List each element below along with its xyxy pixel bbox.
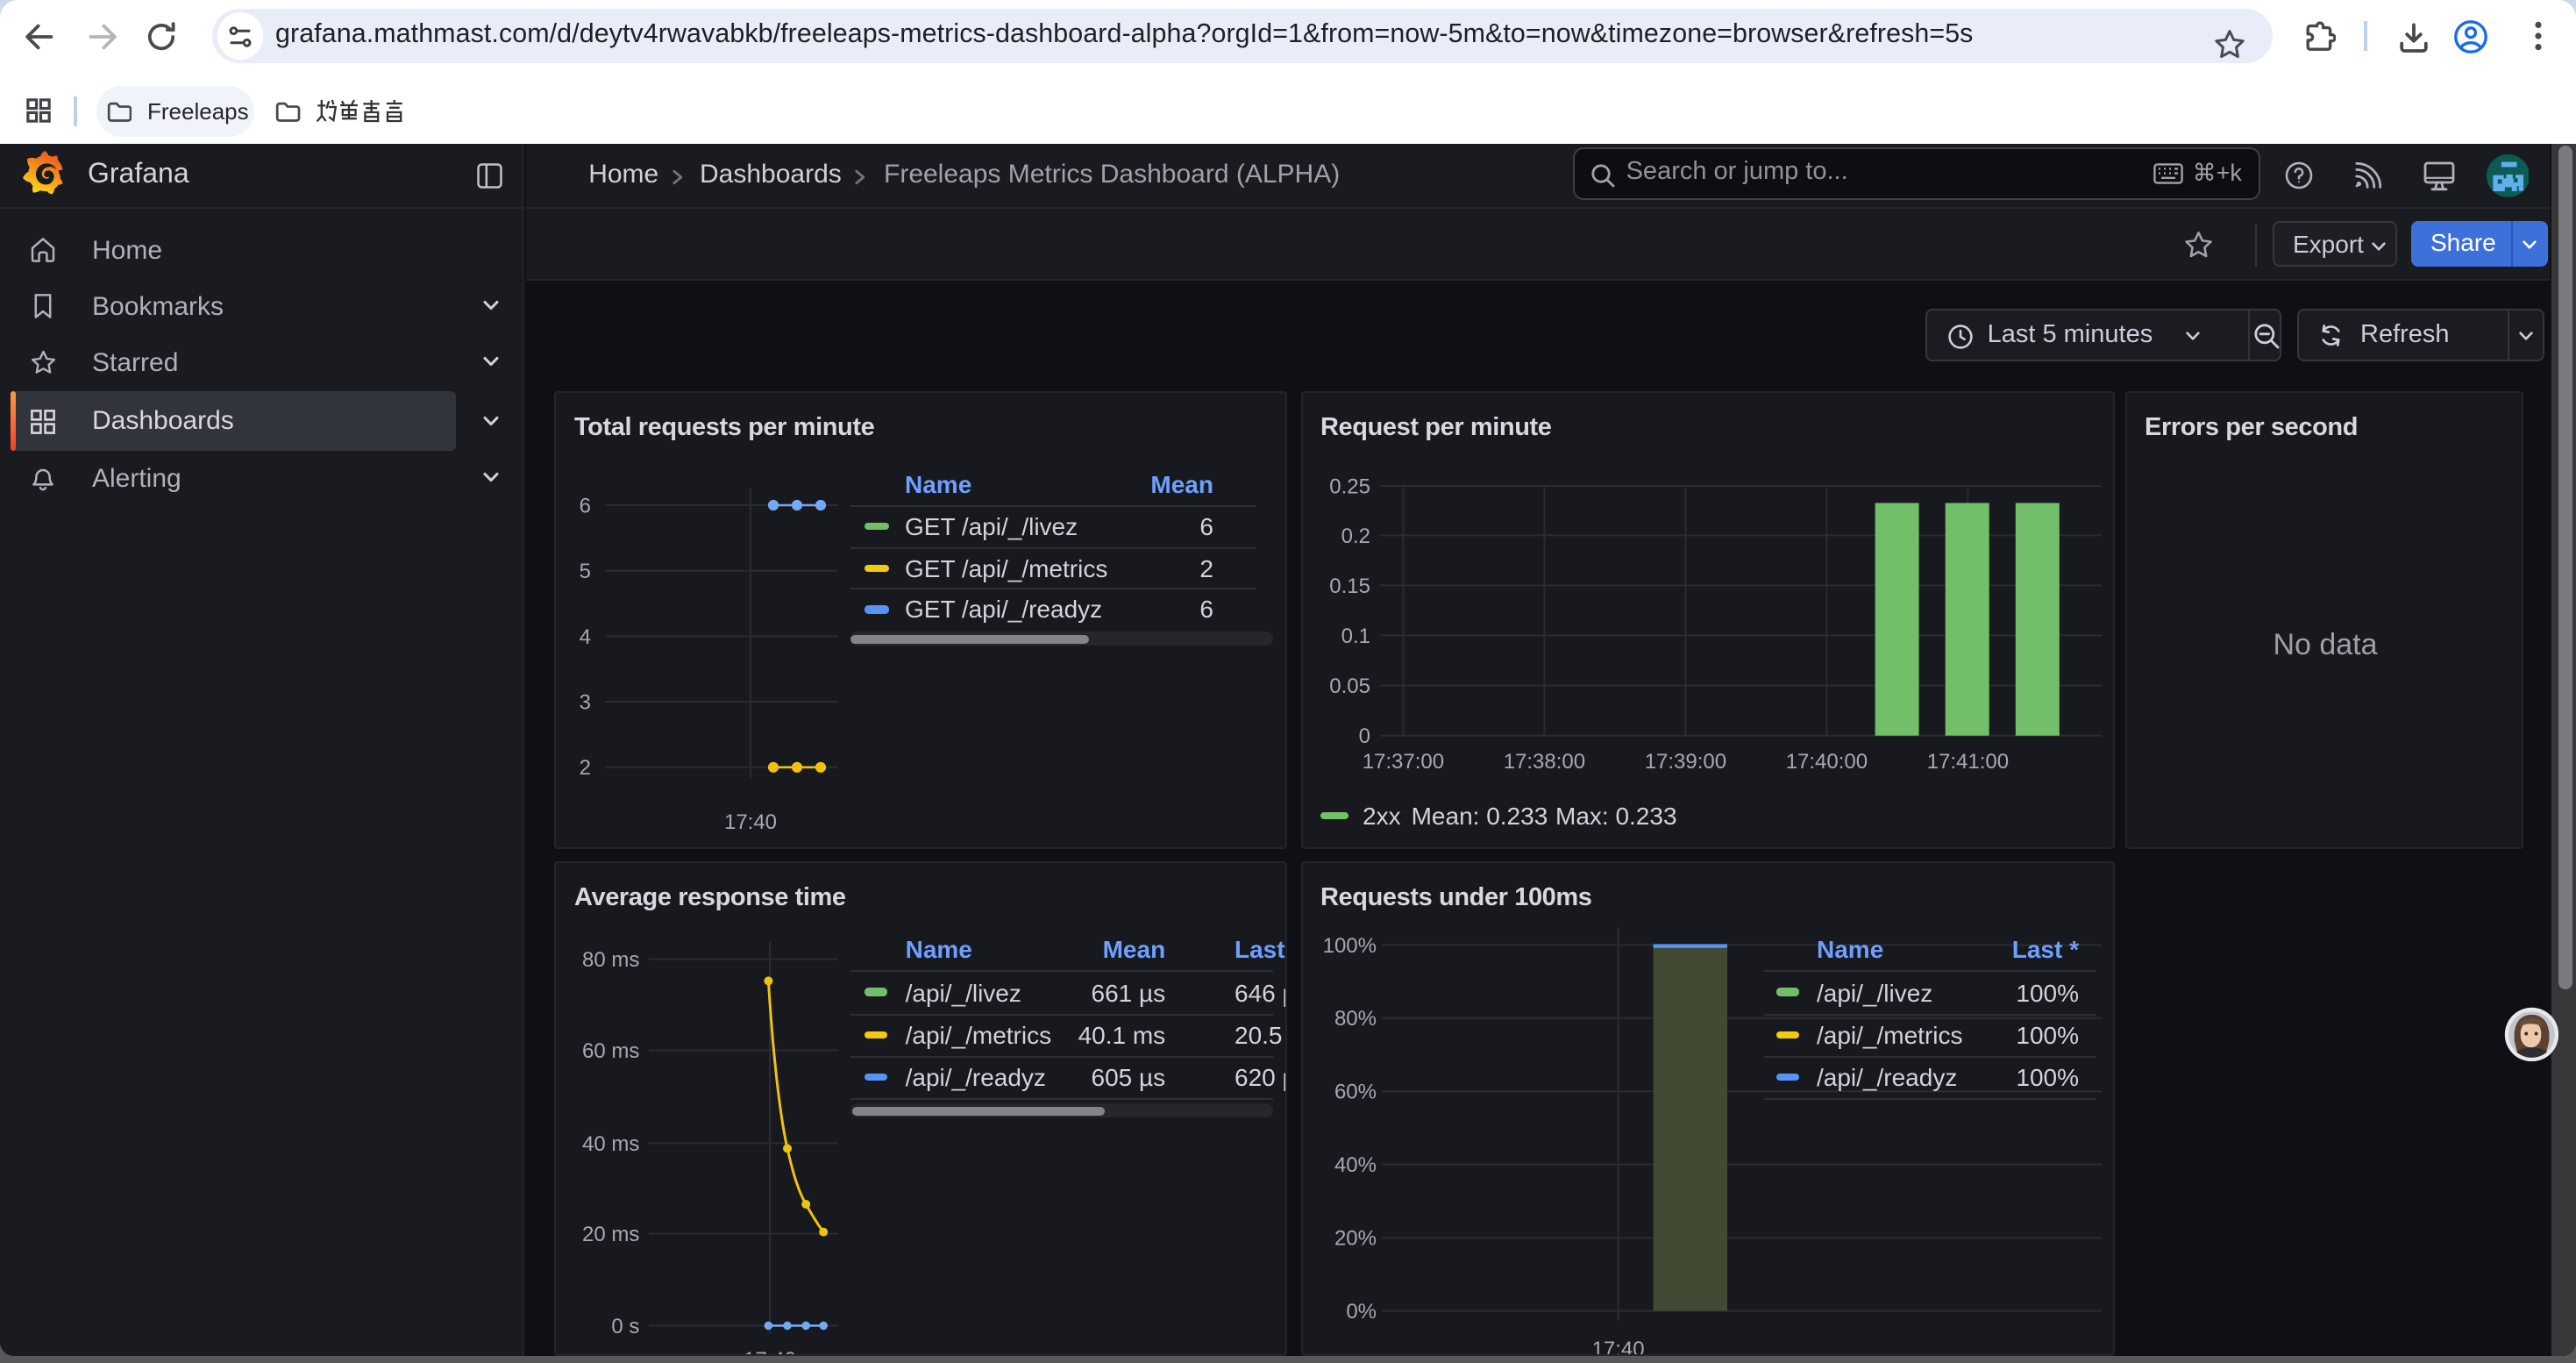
svg-text:17:37:00: 17:37:00: [1362, 750, 1443, 774]
svg-text:20 ms: 20 ms: [582, 1224, 639, 1247]
svg-text:2: 2: [580, 756, 591, 780]
svg-text:17:39:00: 17:39:00: [1644, 750, 1726, 774]
svg-text:60%: 60%: [1334, 1081, 1376, 1104]
svg-text:17:40: 17:40: [724, 810, 777, 834]
svg-text:0 s: 0 s: [611, 1315, 639, 1338]
svg-text:5: 5: [580, 560, 591, 583]
svg-text:0.2: 0.2: [1341, 525, 1370, 548]
svg-text:17:40: 17:40: [1591, 1338, 1644, 1356]
svg-text:6: 6: [580, 494, 591, 517]
svg-text:20%: 20%: [1334, 1227, 1376, 1251]
svg-text:80%: 80%: [1334, 1008, 1376, 1031]
svg-text:40 ms: 40 ms: [582, 1132, 639, 1156]
svg-text:0.1: 0.1: [1341, 624, 1370, 648]
svg-text:0.05: 0.05: [1328, 674, 1370, 698]
svg-text:17:40: 17:40: [744, 1349, 796, 1356]
svg-text:0.15: 0.15: [1328, 574, 1370, 598]
svg-text:17:41:00: 17:41:00: [1926, 750, 2008, 774]
svg-text:40%: 40%: [1334, 1154, 1376, 1178]
svg-text:0%: 0%: [1345, 1301, 1376, 1324]
svg-text:4: 4: [580, 625, 591, 649]
svg-text:17:38:00: 17:38:00: [1503, 750, 1584, 774]
svg-text:100%: 100%: [1322, 934, 1376, 958]
svg-text:0.25: 0.25: [1328, 475, 1370, 498]
svg-text:80 ms: 80 ms: [582, 948, 639, 972]
svg-text:3: 3: [580, 690, 591, 714]
svg-text:17:40:00: 17:40:00: [1785, 750, 1867, 774]
svg-text:0: 0: [1358, 724, 1370, 748]
svg-text:60 ms: 60 ms: [582, 1039, 639, 1063]
